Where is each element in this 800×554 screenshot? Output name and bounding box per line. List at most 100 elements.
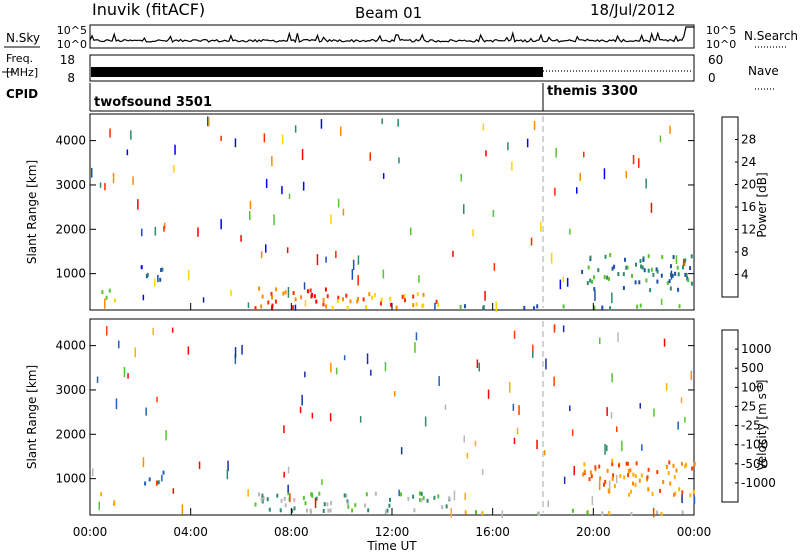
echo-cell <box>670 264 672 269</box>
echo-cell <box>609 306 612 311</box>
echo-cell <box>632 481 634 486</box>
echo-cell <box>340 126 342 137</box>
echo-cell <box>463 204 465 214</box>
echo-cell <box>101 290 104 295</box>
echo-cell <box>606 445 608 452</box>
echo-cell <box>322 302 325 307</box>
echo-cell <box>181 504 184 515</box>
echo-cell <box>674 491 677 496</box>
echo-cell <box>154 278 156 287</box>
echo-cell <box>369 152 371 161</box>
echo-cell <box>669 481 672 486</box>
echo-cell <box>624 257 626 262</box>
echo-cell <box>137 199 139 210</box>
echo-cell <box>158 480 161 485</box>
echo-cell <box>280 498 283 503</box>
echo-cell <box>484 290 486 301</box>
cpid-label: CPID <box>6 87 38 101</box>
echo-cell <box>670 270 673 280</box>
echo-cell <box>293 506 296 511</box>
echo-cell <box>410 227 412 236</box>
echo-cell <box>322 297 325 302</box>
colorbar-tick-label: 100 <box>741 380 764 394</box>
echo-cell <box>287 484 289 493</box>
echo-cell <box>379 301 382 306</box>
colorbar-tick-label: -1000 <box>741 476 776 490</box>
echo-cell <box>357 255 360 265</box>
x-tick-label: 08:00 <box>274 525 309 539</box>
echo-cell <box>689 493 692 498</box>
echo-cell <box>608 511 611 515</box>
echo-cell <box>322 509 325 513</box>
echo-cell <box>650 267 653 272</box>
echo-cell <box>279 508 282 513</box>
echo-cell <box>165 430 167 441</box>
echo-cell <box>287 287 290 298</box>
echo-cell <box>386 508 389 513</box>
noise-right-tick-top: 10^5 <box>706 24 736 37</box>
echo-cell <box>132 176 134 185</box>
colorbar-tick-label: -100 <box>741 438 768 452</box>
echo-cell <box>495 301 497 313</box>
echo-cell <box>108 288 111 293</box>
echo-cell <box>604 479 607 484</box>
echo-cell <box>616 426 618 432</box>
echo-cell <box>634 280 637 285</box>
echo-cell <box>464 510 467 515</box>
echo-cell <box>327 508 330 513</box>
echo-cell <box>573 466 575 476</box>
echo-cell <box>589 470 592 475</box>
echo-cell <box>682 258 685 266</box>
echo-cell <box>684 464 687 469</box>
echo-cell <box>371 295 374 300</box>
echo-cell <box>389 302 392 307</box>
echo-cell <box>616 474 618 484</box>
echo-cell <box>656 470 659 475</box>
power-y-axis-label: Slant Range [km] <box>25 160 39 264</box>
echo-cell <box>464 492 466 501</box>
echo-cell <box>545 358 547 370</box>
echo-cell <box>632 155 635 165</box>
velocity-echoes <box>92 324 696 518</box>
echo-cell <box>481 468 484 476</box>
echo-cell <box>591 279 594 284</box>
echo-cell <box>388 503 391 508</box>
echo-cell <box>611 292 613 304</box>
echo-cell <box>675 255 678 264</box>
colorbar-tick-label: -500 <box>741 457 768 471</box>
echo-cell <box>234 347 237 358</box>
echo-cell <box>523 305 526 310</box>
echo-cell <box>555 147 557 158</box>
cpid-program-1: twofsound 3501 <box>94 95 212 110</box>
echo-cell <box>91 167 93 178</box>
echo-cell <box>362 297 365 302</box>
y-tick-label: 2000 <box>55 427 86 441</box>
echo-cell <box>652 507 655 518</box>
colorbar-tick-label: 16 <box>741 200 756 214</box>
echo-cell <box>663 338 666 347</box>
echo-cell <box>692 490 695 495</box>
echo-cell <box>422 496 425 501</box>
echo-cell <box>487 389 490 399</box>
power-colorbar-label: Power [dB] <box>755 172 769 237</box>
echo-cell <box>594 465 597 470</box>
echo-cell <box>413 508 416 513</box>
echo-cell <box>342 297 344 302</box>
echo-cell <box>472 229 474 237</box>
echo-cell <box>583 462 586 467</box>
echo-cell <box>294 297 297 302</box>
echo-cell <box>174 144 176 155</box>
echo-cell <box>680 461 683 466</box>
echo-cell <box>593 287 596 292</box>
echo-cell <box>187 346 190 355</box>
echo-cell <box>645 278 648 283</box>
echo-cell <box>607 277 610 281</box>
echo-cell <box>173 164 175 173</box>
station-title: Inuvik (fitACF) <box>92 0 205 19</box>
echo-cell <box>482 123 485 131</box>
echo-cell <box>373 293 376 297</box>
echo-cell <box>445 504 448 509</box>
echo-cell <box>641 444 643 451</box>
echo-cell <box>234 353 237 364</box>
